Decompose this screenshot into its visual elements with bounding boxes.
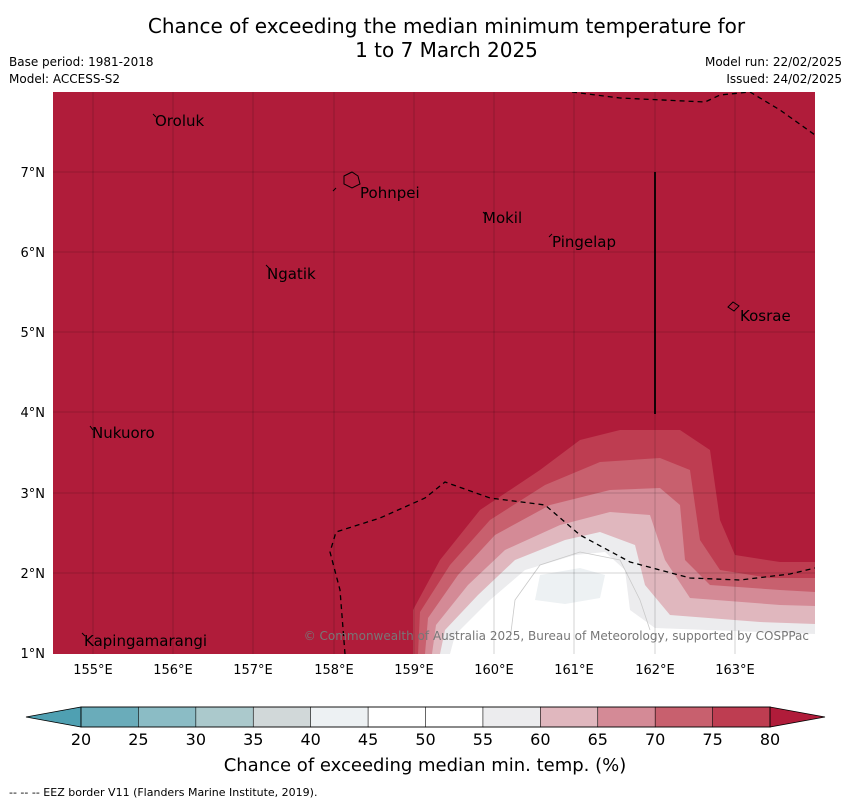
title-line-2: 1 to 7 March 2025 [355, 38, 538, 62]
colorbar-label: Chance of exceeding median min. temp. (%… [223, 755, 627, 776]
place-label-ngatik: Ngatik [267, 265, 316, 283]
colorbar-tick-label: 70 [645, 730, 665, 749]
place-label-pohnpei: Pohnpei [360, 184, 420, 202]
islands [81, 113, 740, 637]
colorbar-segment [712, 706, 771, 728]
colorbar-segment [138, 706, 197, 728]
colorbar-tick-label: 50 [415, 730, 435, 749]
lon-tick: 158°E [314, 663, 354, 678]
place-label-oroluk: Oroluk [155, 112, 204, 130]
colorbar: 20 25 30 35 40 45 50 55 60 65 70 75 80 [25, 706, 826, 749]
colorbar-segment [80, 706, 140, 728]
lat-tick: 4°N [21, 406, 46, 421]
colorbar-segment [425, 706, 484, 728]
issued-date: Issued: 24/02/2025 [726, 72, 842, 86]
colorbar-tick-label: 55 [473, 730, 493, 749]
place-label-nukuoro: Nukuoro [92, 424, 155, 442]
meta-right: Model run: 22/02/2025 Issued: 24/02/2025 [705, 54, 842, 88]
colorbar-tick-label: 75 [702, 730, 722, 749]
colorbar-high-extension [769, 706, 826, 728]
lat-axis: 1°N 2°N 3°N 4°N 5°N 6°N 7°N [21, 166, 46, 662]
lat-tick: 2°N [21, 567, 46, 582]
place-label-mokil: Mokil [483, 209, 522, 227]
colorbar-low-extension [25, 706, 82, 728]
contour-band-45 [535, 568, 605, 604]
model-run: Model run: 22/02/2025 [704, 55, 842, 69]
lat-tick: 3°N [21, 487, 46, 502]
colorbar-segment [654, 706, 714, 728]
colorbar-tick-label: 45 [358, 730, 378, 749]
place-label-kapingamarangi: Kapingamarangi [84, 632, 207, 650]
lon-tick: 161°E [554, 663, 594, 678]
colorbar-ticks: 20 25 30 35 40 45 50 55 60 65 70 75 80 [71, 730, 780, 749]
colorbar-segment [310, 706, 369, 728]
lon-tick: 160°E [474, 663, 514, 678]
colorbar-tick-label: 60 [530, 730, 550, 749]
colorbar-segment [540, 706, 599, 728]
colorbar-tick-label: 80 [760, 730, 780, 749]
lat-tick: 6°N [21, 246, 46, 261]
colorbar-segment [252, 706, 312, 728]
colorbar-tick-label: 40 [300, 730, 320, 749]
lon-tick: 157°E [233, 663, 273, 678]
lon-tick: 162°E [635, 663, 675, 678]
colorbar-segments [80, 706, 771, 728]
colorbar-frame [80, 706, 771, 728]
graticule [53, 92, 815, 654]
colorbar-tick-label: 25 [128, 730, 148, 749]
chart-title: Chance of exceeding the median minimum t… [0, 14, 850, 62]
colorbar-tick-label: 30 [186, 730, 206, 749]
copyright-notice: © Commonwealth of Australia 2025, Bureau… [304, 629, 809, 643]
title-line-1: Chance of exceeding the median minimum t… [147, 14, 746, 38]
lon-tick: 156°E [153, 663, 193, 678]
colorbar-tick-label: 65 [588, 730, 608, 749]
place-label-pingelap: Pingelap [552, 233, 616, 251]
model-name: Model: ACCESS-S2 [9, 72, 121, 86]
contour-line [509, 551, 651, 641]
map-area: Oroluk Pohnpei Mokil Pingelap Ngatik Kos… [53, 92, 815, 654]
lon-axis: 155°E 156°E 157°E 158°E 159°E 160°E 161°… [73, 663, 755, 678]
base-period: Base period: 1981-2018 [9, 55, 154, 69]
lon-tick: 159°E [394, 663, 434, 678]
colorbar-tick-label: 35 [243, 730, 263, 749]
meta-left: Base period: 1981-2018 Model: ACCESS-S2 [9, 54, 154, 88]
colorbar-tick-label: 20 [71, 730, 91, 749]
eez-footnote: -- -- -- EEZ border V11 (Flanders Marine… [9, 786, 318, 799]
eez-borders [329, 92, 815, 654]
lat-tick: 7°N [21, 166, 46, 181]
lat-tick: 5°N [21, 326, 46, 341]
colorbar-segment [482, 706, 542, 728]
colorbar-segment [367, 706, 427, 728]
lat-tick: 1°N [21, 647, 46, 662]
lon-tick: 155°E [73, 663, 113, 678]
lon-tick: 163°E [715, 663, 755, 678]
place-label-kosrae: Kosrae [740, 307, 791, 325]
colorbar-segment [195, 706, 255, 728]
colorbar-segment [597, 706, 656, 728]
